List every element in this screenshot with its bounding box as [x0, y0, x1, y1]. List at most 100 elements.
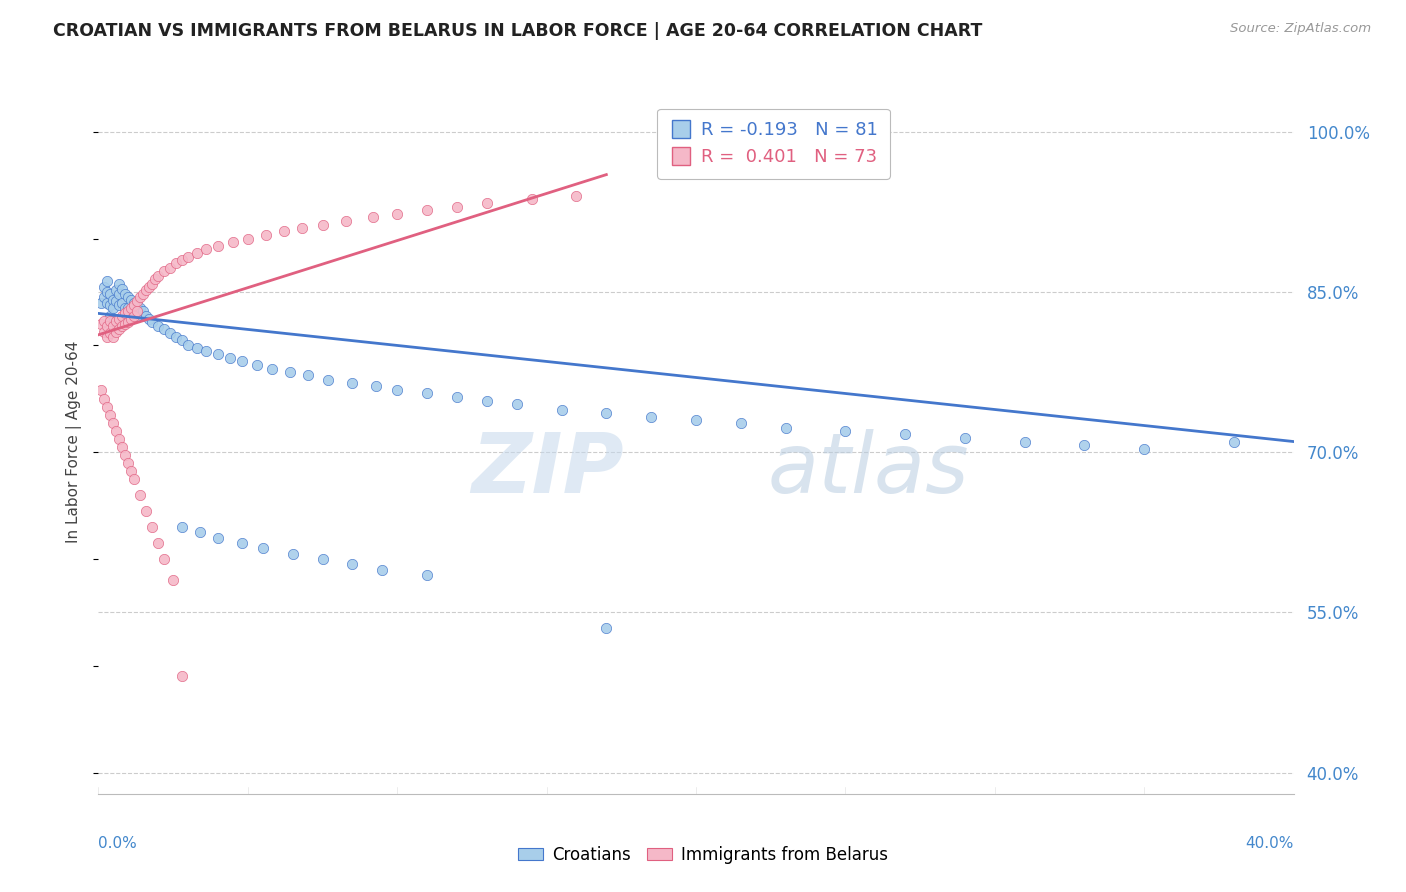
Point — [124, 472, 146, 486]
Point — [172, 333, 194, 347]
Point — [311, 552, 333, 566]
Point — [124, 306, 146, 320]
Point — [165, 330, 187, 344]
Point — [114, 306, 136, 320]
Point — [108, 277, 131, 291]
Point — [1223, 434, 1246, 449]
Point — [114, 449, 136, 463]
Point — [207, 531, 229, 545]
Point — [141, 277, 163, 291]
Point — [127, 298, 149, 312]
Point — [281, 547, 304, 561]
Point — [291, 221, 314, 235]
Point — [446, 390, 468, 404]
Point — [775, 420, 797, 434]
Point — [159, 260, 181, 275]
Point — [446, 200, 468, 214]
Point — [141, 520, 163, 534]
Point — [132, 287, 155, 301]
Point — [103, 314, 125, 328]
Point — [186, 245, 208, 260]
Point — [894, 427, 917, 442]
Point — [114, 317, 136, 331]
Point — [120, 301, 142, 315]
Point — [114, 301, 136, 315]
Point — [342, 558, 364, 572]
Point — [103, 417, 125, 431]
Point — [153, 552, 176, 566]
Point — [105, 293, 128, 308]
Point — [186, 341, 208, 355]
Point — [103, 330, 125, 344]
Point — [117, 290, 139, 304]
Point — [231, 354, 253, 368]
Point — [105, 424, 128, 438]
Point — [335, 213, 357, 227]
Y-axis label: In Labor Force | Age 20-64: In Labor Force | Age 20-64 — [66, 341, 83, 542]
Point — [595, 406, 617, 420]
Point — [416, 386, 439, 401]
Point — [318, 373, 340, 387]
Point — [111, 295, 134, 310]
Point — [222, 235, 245, 249]
Point — [834, 424, 856, 438]
Point — [98, 314, 122, 328]
Point — [117, 315, 139, 329]
Point — [108, 433, 131, 447]
Text: CROATIAN VS IMMIGRANTS FROM BELARUS IN LABOR FORCE | AGE 20-64 CORRELATION CHART: CROATIAN VS IMMIGRANTS FROM BELARUS IN L… — [53, 22, 983, 40]
Point — [342, 376, 364, 390]
Point — [231, 536, 253, 550]
Point — [90, 295, 112, 310]
Point — [371, 563, 394, 577]
Point — [685, 413, 707, 427]
Point — [111, 282, 134, 296]
Point — [135, 309, 157, 323]
Point — [475, 394, 498, 409]
Point — [96, 274, 118, 288]
Point — [148, 319, 170, 334]
Point — [195, 243, 218, 257]
Point — [297, 368, 319, 383]
Point — [93, 325, 115, 339]
Point — [90, 317, 112, 331]
Point — [138, 311, 160, 326]
Point — [416, 568, 439, 582]
Point — [475, 196, 498, 211]
Point — [188, 525, 211, 540]
Point — [105, 325, 128, 339]
Point — [90, 384, 112, 398]
Point — [114, 287, 136, 301]
Point — [108, 298, 131, 312]
Point — [129, 290, 152, 304]
Point — [1014, 434, 1036, 449]
Point — [195, 343, 218, 358]
Point — [132, 304, 155, 318]
Point — [153, 263, 176, 277]
Point — [172, 520, 194, 534]
Point — [96, 295, 118, 310]
Point — [153, 322, 176, 336]
Point — [219, 351, 242, 366]
Point — [172, 669, 194, 683]
Legend: R = -0.193   N = 81, R =  0.401   N = 73: R = -0.193 N = 81, R = 0.401 N = 73 — [657, 109, 890, 179]
Point — [129, 488, 152, 502]
Point — [159, 326, 181, 340]
Point — [111, 440, 134, 454]
Point — [124, 298, 146, 312]
Point — [96, 319, 118, 334]
Point — [550, 402, 572, 417]
Point — [127, 304, 149, 318]
Point — [98, 326, 122, 340]
Point — [366, 379, 388, 393]
Point — [120, 311, 142, 326]
Point — [124, 309, 146, 323]
Point — [120, 465, 142, 479]
Point — [953, 431, 976, 445]
Point — [385, 207, 409, 221]
Point — [385, 384, 409, 398]
Point — [207, 347, 229, 361]
Point — [177, 250, 200, 264]
Point — [506, 397, 529, 411]
Point — [98, 408, 122, 422]
Point — [236, 232, 259, 246]
